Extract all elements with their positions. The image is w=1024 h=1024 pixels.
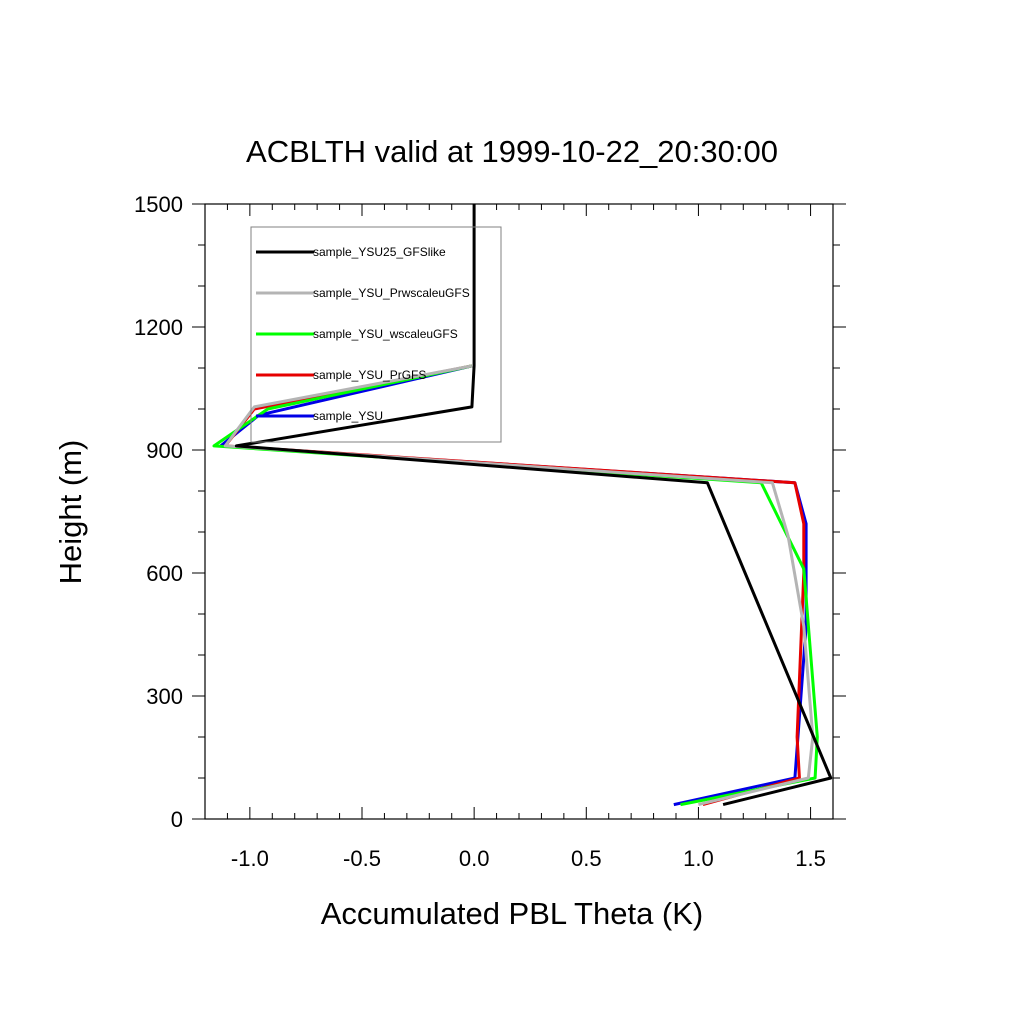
x-tick-label: 1.5: [795, 846, 826, 871]
x-tick-label: 1.0: [683, 846, 714, 871]
x-axis-label: Accumulated PBL Theta (K): [321, 896, 704, 931]
y-tick-label: 1500: [134, 192, 183, 217]
series-line-sample_YSU: [219, 364, 808, 807]
plot-frame: [204, 203, 834, 820]
legend-label: sample_YSU: [313, 409, 383, 423]
chart-title: ACBLTH valid at 1999-10-22_20:30:00: [246, 134, 778, 169]
legend-label: sample_YSU25_GFSlike: [313, 245, 446, 259]
x-tick-label: 0.5: [571, 846, 602, 871]
y-tick-label: 1200: [134, 315, 183, 340]
y-axis-label: Height (m): [53, 440, 88, 585]
legend-label: sample_YSU_wscaleuGFS: [313, 327, 458, 341]
y-tick-label: 900: [146, 438, 183, 463]
x-tick-label: -0.5: [343, 846, 381, 871]
y-tick-label: 300: [146, 684, 183, 709]
series-lines: [212, 204, 833, 807]
minor-ticks: [198, 204, 840, 819]
y-axis: 0 300 600 900 1200 1500: [134, 192, 846, 832]
y-tick-label: 0: [171, 807, 183, 832]
legend-label: sample_YSU_PrGFS: [313, 368, 426, 382]
series-line-sample_YSU_PrwscaleuGFS: [223, 364, 815, 807]
x-tick-label: -1.0: [231, 846, 269, 871]
series-line-sample_YSU_PrGFS: [223, 364, 806, 807]
x-axis: -1.0 -0.5 0.0 0.5 1.0 1.5: [231, 204, 826, 871]
legend: sample_YSU25_GFSlike sample_YSU_Prwscaleu…: [250, 226, 502, 443]
legend-label: sample_YSU_PrwscaleuGFS: [313, 286, 470, 300]
series-line-sample_YSU_wscaleuGFS: [212, 364, 819, 807]
y-tick-label: 600: [146, 561, 183, 586]
x-tick-label: 0.0: [459, 846, 490, 871]
legend-box: [250, 226, 502, 443]
series-line-sample_YSU25_GFSlike: [234, 204, 833, 807]
